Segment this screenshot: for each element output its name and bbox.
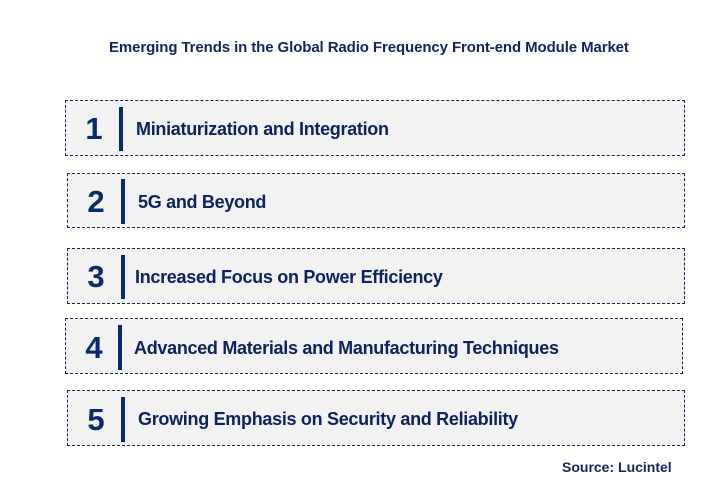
trend-item-3: 3 Increased Focus on Power Efficiency bbox=[67, 248, 685, 304]
trend-label: Miniaturization and Integration bbox=[136, 119, 389, 139]
trend-number: 4 bbox=[85, 330, 103, 365]
divider-bar bbox=[121, 397, 125, 442]
trend-label: Growing Emphasis on Security and Reliabi… bbox=[138, 409, 518, 429]
divider-bar bbox=[121, 179, 125, 224]
trend-label: 5G and Beyond bbox=[138, 192, 267, 212]
source-note: Source: Lucintel bbox=[562, 459, 672, 475]
trend-item-2: 2 5G and Beyond bbox=[67, 173, 685, 228]
trend-label: Advanced Materials and Manufacturing Tec… bbox=[134, 338, 559, 358]
divider-bar bbox=[118, 325, 122, 370]
chart-title: Emerging Trends in the Global Radio Freq… bbox=[109, 39, 629, 56]
trend-number: 5 bbox=[87, 402, 105, 437]
trend-number: 1 bbox=[85, 111, 103, 146]
trend-number: 2 bbox=[87, 184, 105, 219]
trend-number: 3 bbox=[87, 259, 105, 294]
divider-bar bbox=[121, 255, 125, 299]
divider-bar bbox=[119, 107, 123, 151]
trend-item-1: 1 Miniaturization and Integration bbox=[65, 100, 685, 156]
trend-item-5: 5 Growing Emphasis on Security and Relia… bbox=[67, 390, 685, 446]
trend-item-4: 4 Advanced Materials and Manufacturing T… bbox=[65, 318, 683, 374]
trend-label: Increased Focus on Power Efficiency bbox=[135, 267, 443, 287]
